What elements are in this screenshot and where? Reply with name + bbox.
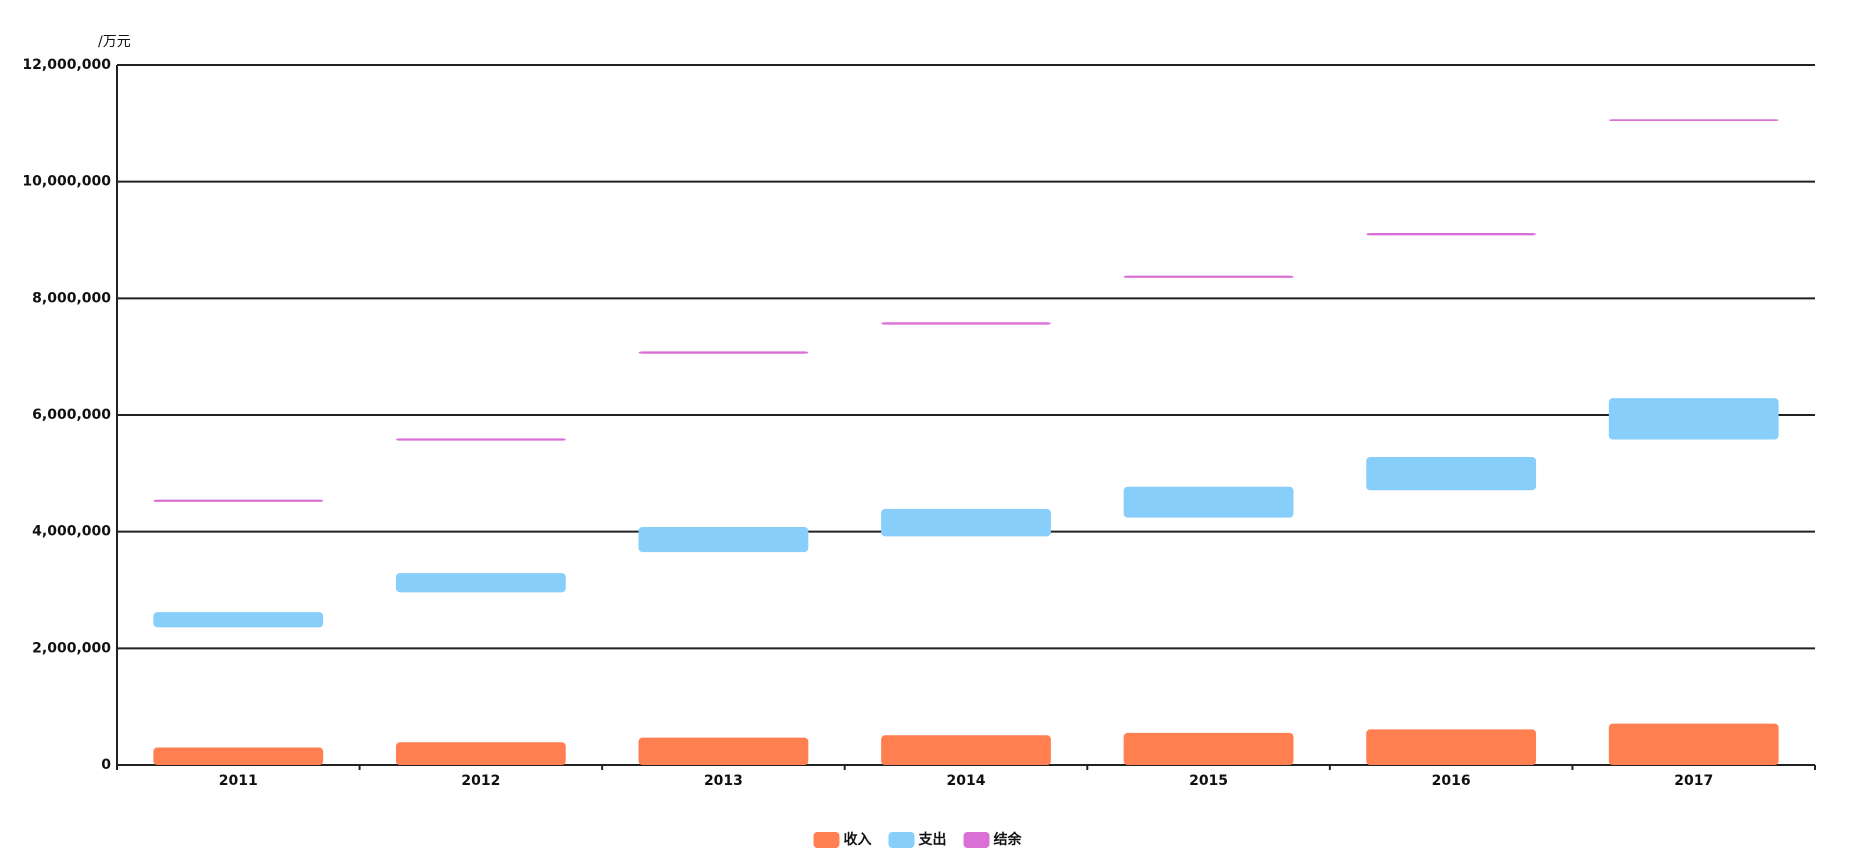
bar <box>153 747 324 765</box>
bar <box>638 527 809 553</box>
bar <box>881 508 1051 537</box>
y-tick-label: 8,000,000 <box>32 290 111 306</box>
legend-label: 结余 <box>994 831 1023 848</box>
bar <box>153 499 324 502</box>
bar <box>153 612 324 628</box>
x-tick-label: 2015 <box>1189 773 1228 789</box>
legend-label: 收入 <box>844 831 872 848</box>
x-tick-label: 2014 <box>947 773 986 789</box>
bar <box>395 742 566 765</box>
y-tick-label: 12,000,000 <box>22 57 111 73</box>
bar <box>1123 732 1294 765</box>
x-tick-label: 2013 <box>704 773 743 789</box>
y-tick-label: 0 <box>101 757 111 773</box>
y-tick-label: 6,000,000 <box>32 407 111 423</box>
bar <box>395 438 566 441</box>
bar <box>1366 729 1537 765</box>
x-tick-label: 2017 <box>1674 773 1713 789</box>
x-tick-label: 2012 <box>461 773 500 789</box>
legend-label: 支出 <box>918 831 947 848</box>
y-axis-label: /万元 <box>98 34 131 50</box>
bar <box>1366 233 1537 236</box>
bar <box>1123 275 1294 278</box>
bar <box>638 351 809 354</box>
bar <box>1123 486 1294 518</box>
legend-swatch <box>963 832 990 848</box>
bar <box>1608 119 1779 121</box>
x-tick-label: 2016 <box>1432 773 1471 789</box>
legend-swatch <box>813 832 840 848</box>
bar <box>1608 398 1779 440</box>
y-tick-label: 4,000,000 <box>32 524 111 540</box>
bar <box>881 322 1051 325</box>
bar <box>1366 457 1537 491</box>
bar <box>881 735 1051 765</box>
legend-swatch <box>888 832 915 848</box>
bar <box>395 573 566 593</box>
bar <box>638 737 809 765</box>
y-tick-label: 10,000,000 <box>22 174 111 190</box>
x-tick-label: 2011 <box>219 773 258 789</box>
y-tick-label: 2,000,000 <box>32 640 111 656</box>
bar <box>1608 723 1779 765</box>
